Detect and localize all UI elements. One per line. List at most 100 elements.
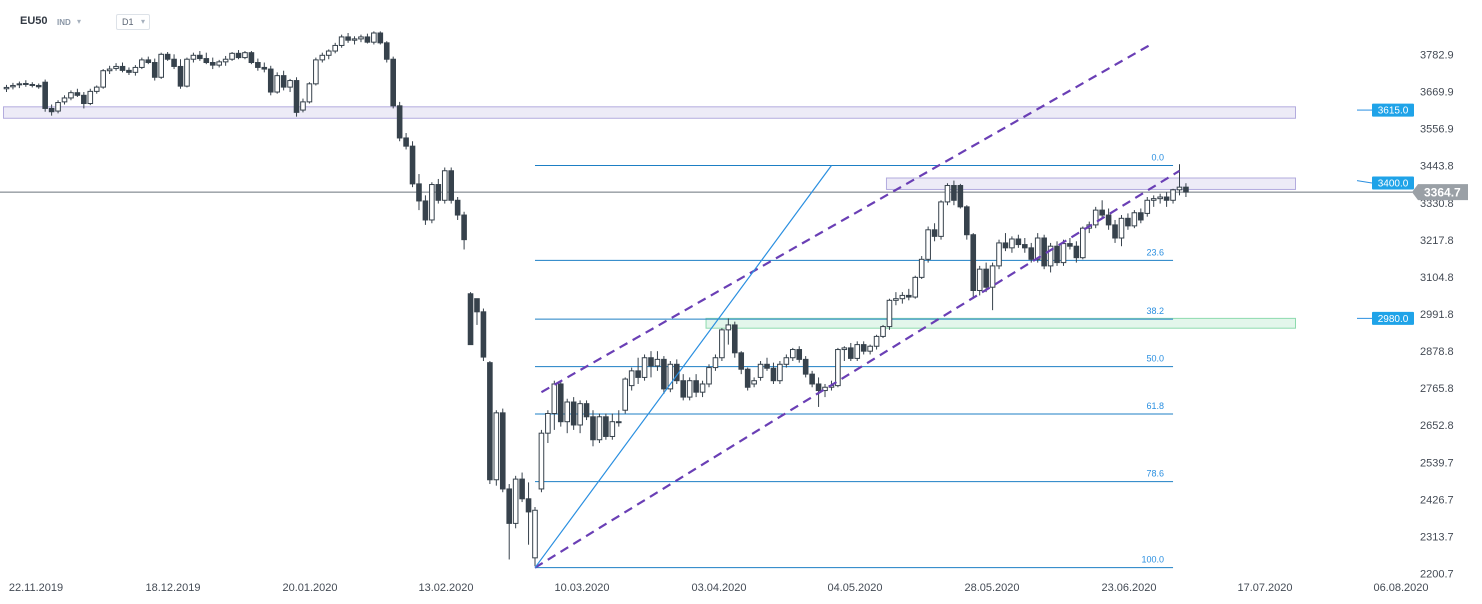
candle-body — [255, 62, 261, 68]
candle-body — [1028, 247, 1035, 260]
zone-support-2980 — [705, 317, 1296, 329]
candle-body — [216, 61, 222, 66]
candle-body — [693, 380, 699, 393]
x-tick-label: 17.07.2020 — [1237, 582, 1292, 594]
candle-body — [1157, 196, 1163, 200]
x-tick-label: 20.01.2020 — [282, 582, 337, 594]
x-tick-label: 22.11.2019 — [9, 582, 63, 594]
level-tag-bg — [1372, 311, 1414, 325]
trendline-channel-lower — [534, 169, 1181, 569]
candle-body — [1131, 212, 1138, 227]
candle-body — [880, 326, 886, 337]
y-tick-label: 2765.8 — [1420, 383, 1454, 395]
candle-body — [654, 358, 661, 367]
fib-level-label: 78.6 — [1147, 469, 1165, 479]
candle-body — [390, 58, 396, 107]
candle-body — [899, 294, 906, 300]
candle-body — [23, 83, 29, 86]
candle-body — [1099, 209, 1105, 216]
candle-body — [280, 75, 287, 88]
x-tick-label: 06.08.2020 — [1373, 582, 1428, 594]
candle-body — [570, 401, 577, 426]
candle-body — [964, 206, 970, 236]
candle-body — [396, 105, 403, 139]
candle-body — [1170, 189, 1176, 201]
candle-body — [158, 53, 164, 78]
current-price-tag-bg — [1412, 184, 1468, 201]
candle-body — [886, 299, 893, 328]
candle-body — [789, 349, 796, 359]
candle-body — [480, 311, 487, 358]
candle-body — [615, 421, 622, 424]
candle-body — [113, 65, 119, 69]
candle-body — [783, 357, 790, 365]
candle-body — [699, 383, 706, 393]
candle-body — [325, 50, 332, 56]
candle-body — [74, 92, 81, 96]
candle-body — [777, 363, 783, 382]
candle-body — [944, 185, 951, 203]
x-tick-label: 04.05.2020 — [827, 582, 882, 594]
y-tick-label: 2200.7 — [1420, 569, 1454, 581]
candle-body — [847, 347, 854, 359]
candle-body — [680, 380, 687, 398]
candle-body — [1144, 199, 1151, 214]
trendlines-layer[interactable] — [534, 41, 1181, 569]
fib-level-label: 38.2 — [1147, 306, 1165, 316]
candle-body — [203, 58, 210, 64]
candle-body — [635, 370, 641, 378]
candle-body — [448, 170, 455, 201]
fib-level-label: 0.0 — [1152, 153, 1165, 163]
candle-body — [267, 68, 274, 93]
symbol-dropdown-icon[interactable]: ▾ — [77, 17, 82, 26]
x-tick-label: 03.04.2020 — [691, 582, 746, 594]
candle-body — [403, 137, 409, 147]
timeframe-selector[interactable]: D1 ▾ — [116, 14, 150, 30]
candle-body — [918, 258, 925, 278]
candle-body — [1112, 224, 1118, 239]
candle-body — [989, 265, 996, 288]
candle-body — [532, 509, 538, 559]
candle-body — [648, 357, 654, 367]
candle-body — [551, 383, 558, 414]
candles-layer — [3, 31, 1189, 567]
candle-body — [422, 200, 429, 221]
candle-body — [139, 59, 145, 68]
candle-body — [377, 32, 384, 44]
candle-body — [822, 386, 828, 392]
candle-body — [970, 234, 977, 291]
candle-body — [42, 81, 48, 109]
candle-body — [841, 347, 848, 351]
candle-body — [351, 38, 358, 41]
zone-resistance-3400 — [885, 177, 1297, 190]
candle-body — [300, 101, 306, 111]
candle-body — [835, 349, 841, 387]
symbol-label[interactable]: EU50 — [20, 15, 48, 27]
candle-body — [519, 478, 525, 500]
candle-body — [248, 52, 255, 64]
candle-body — [1067, 243, 1073, 247]
candle-body — [132, 66, 139, 73]
candle-body — [10, 84, 16, 88]
fib-level-label: 23.6 — [1147, 247, 1165, 257]
y-tick-label: 3443.8 — [1420, 161, 1454, 173]
candle-body — [222, 58, 229, 63]
y-tick-label: 3217.8 — [1420, 235, 1454, 247]
candle-body — [802, 358, 809, 375]
candle-body — [242, 52, 248, 59]
candle-body — [1092, 209, 1099, 226]
fibonacci-retracement[interactable]: 0.0 23.6 38.2 50.0 61.8 78.6 100.0 — [534, 153, 1174, 569]
candle-body — [1015, 238, 1022, 246]
candle-body — [467, 293, 474, 346]
candle-body — [358, 36, 364, 40]
y-tick-label: 2652.8 — [1420, 420, 1454, 432]
timeframe-dropdown-icon: ▾ — [140, 17, 145, 26]
instrument-type-badge: IND — [57, 18, 71, 27]
candle-body — [197, 54, 203, 60]
candle-body — [590, 416, 596, 441]
candle-body — [893, 298, 899, 301]
candle-body — [171, 58, 177, 67]
candle-body — [751, 380, 757, 385]
candle-body — [854, 344, 861, 359]
